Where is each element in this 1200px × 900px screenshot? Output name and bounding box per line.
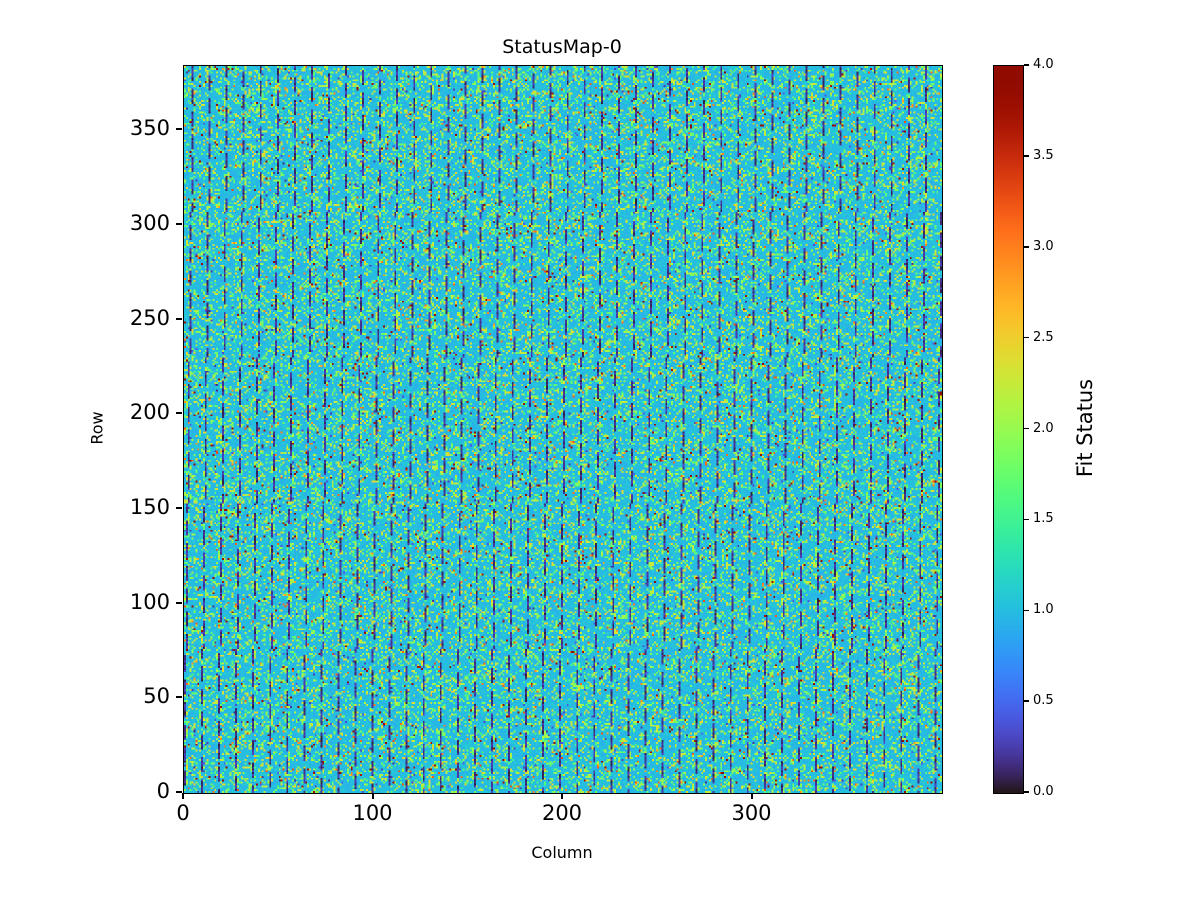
chart-title: StatusMap-0 xyxy=(502,36,622,58)
y-tick-mark xyxy=(176,128,182,131)
x-tick-mark xyxy=(182,793,184,799)
y-tick-label: 100 xyxy=(129,589,170,614)
y-tick-mark xyxy=(176,317,182,320)
y-tick-label: 250 xyxy=(129,305,170,330)
y-tick-label: 50 xyxy=(143,684,170,709)
colorbar-tick-label: 3.0 xyxy=(1033,238,1054,254)
heatmap-canvas xyxy=(184,66,942,793)
y-tick-mark xyxy=(176,507,182,510)
y-tick-label: 300 xyxy=(129,211,170,236)
colorbar-tick-label: 4.0 xyxy=(1033,57,1054,72)
y-tick-mark xyxy=(176,412,182,415)
colorbar-tick-label: 1.5 xyxy=(1033,511,1054,527)
colorbar-tick-mark xyxy=(1024,427,1029,430)
colorbar-tick-label: 0.5 xyxy=(1033,693,1054,709)
colorbar xyxy=(993,65,1024,794)
y-tick-label: 200 xyxy=(129,400,170,425)
x-tick-mark xyxy=(561,793,563,799)
x-tick-mark xyxy=(750,793,753,799)
colorbar-tick-label: 1.0 xyxy=(1033,602,1054,618)
y-tick-mark xyxy=(176,696,182,699)
y-tick-mark xyxy=(176,791,182,793)
x-tick-mark xyxy=(371,793,374,799)
colorbar-canvas xyxy=(994,66,1023,793)
colorbar-tick-mark xyxy=(1024,791,1029,793)
y-tick-label: 0 xyxy=(156,779,170,803)
x-tick-label: 300 xyxy=(731,801,772,825)
x-axis-label: Column xyxy=(531,843,593,862)
colorbar-tick-label: 0.0 xyxy=(1033,784,1054,799)
colorbar-tick-mark xyxy=(1024,246,1029,248)
colorbar-tick-mark xyxy=(1024,609,1029,611)
colorbar-tick-mark xyxy=(1024,700,1029,702)
colorbar-tick-label: 2.5 xyxy=(1033,329,1054,345)
colorbar-tick-mark xyxy=(1024,155,1029,157)
x-tick-label: 0 xyxy=(176,801,190,825)
colorbar-tick-mark xyxy=(1024,518,1029,521)
x-tick-label: 100 xyxy=(352,801,393,825)
colorbar-label: Fit Status xyxy=(1073,378,1097,478)
y-tick-mark xyxy=(176,601,182,604)
y-tick-label: 150 xyxy=(129,495,170,520)
heatmap-plot xyxy=(183,65,943,794)
y-tick-mark xyxy=(176,223,182,226)
x-tick-label: 200 xyxy=(541,801,583,825)
colorbar-tick-mark xyxy=(1024,336,1029,339)
colorbar-tick-label: 3.5 xyxy=(1033,147,1054,163)
colorbar-tick-mark xyxy=(1024,64,1029,66)
y-tick-label: 350 xyxy=(129,116,170,141)
colorbar-tick-label: 2.0 xyxy=(1033,420,1054,436)
